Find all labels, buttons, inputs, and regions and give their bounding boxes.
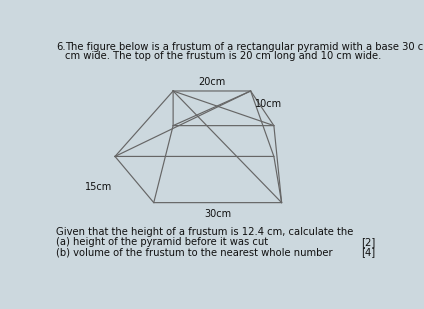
Text: Given that the height of a frustum is 12.4 cm, calculate the: Given that the height of a frustum is 12… xyxy=(56,227,354,237)
Text: 10cm: 10cm xyxy=(254,99,282,109)
Text: cm wide. The top of the frustum is 20 cm long and 10 cm wide.: cm wide. The top of the frustum is 20 cm… xyxy=(65,51,382,61)
Text: [2]: [2] xyxy=(361,237,375,247)
Text: 20cm: 20cm xyxy=(198,77,226,87)
Text: 6.: 6. xyxy=(56,42,66,52)
Text: (a) height of the pyramid before it was cut: (a) height of the pyramid before it was … xyxy=(56,237,268,247)
Text: [4]: [4] xyxy=(361,247,375,257)
Text: 15cm: 15cm xyxy=(85,182,112,192)
Text: (b) volume of the frustum to the nearest whole number: (b) volume of the frustum to the nearest… xyxy=(56,247,333,257)
Text: The figure below is a frustum of a rectangular pyramid with a base 30 cm long an: The figure below is a frustum of a recta… xyxy=(65,42,424,52)
Text: 30cm: 30cm xyxy=(204,209,231,219)
